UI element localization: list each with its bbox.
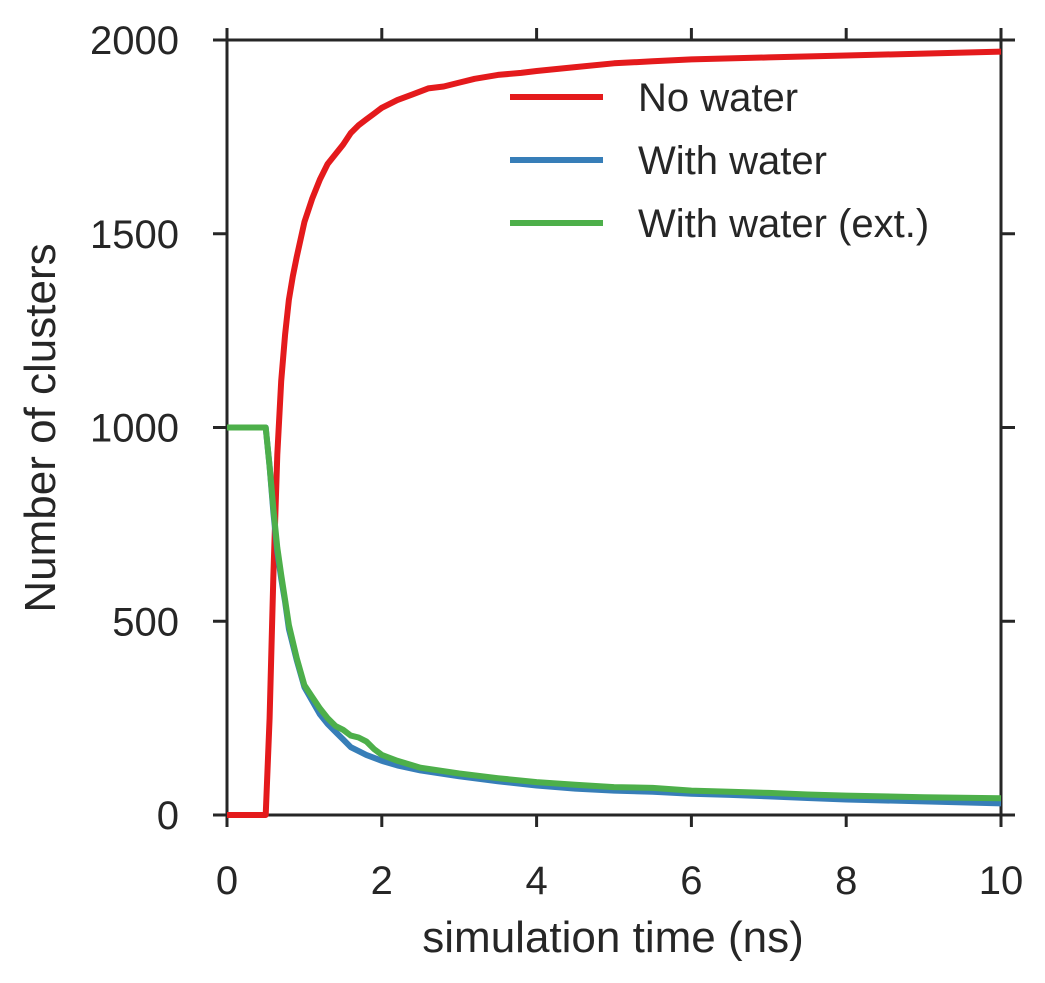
series-lines — [227, 48, 1002, 818]
legend-label-no-water: No water — [638, 76, 798, 120]
x-tick-label: 6 — [680, 859, 702, 903]
y-axis-ticks: 0 500 1000 1500 2000 — [90, 19, 1015, 838]
series-line-with-water — [227, 424, 1002, 807]
x-tick-label: 2 — [371, 859, 393, 903]
x-tick-label: 0 — [216, 859, 238, 903]
legend-label-with-water-ext: With water (ext.) — [638, 202, 929, 246]
series-line-no-water — [227, 48, 1002, 818]
plot-frame — [225, 38, 1003, 817]
x-tick-label: 8 — [835, 859, 857, 903]
legend: No water With water With water (ext.) — [510, 76, 929, 246]
x-axis-label: simulation time (ns) — [422, 913, 803, 962]
y-axis-label: Number of clusters — [16, 243, 65, 612]
y-tick-label: 1000 — [90, 407, 179, 451]
y-tick-label: 0 — [157, 794, 179, 838]
y-tick-label: 1500 — [90, 213, 179, 257]
y-tick-label: 2000 — [90, 19, 179, 63]
legend-label-with-water: With water — [638, 139, 827, 183]
x-axis-ticks: 0 2 4 6 8 10 — [216, 28, 1023, 903]
y-tick-label: 500 — [112, 600, 179, 644]
x-tick-label: 4 — [525, 859, 547, 903]
series-line-with-water-ext — [227, 424, 1002, 802]
x-tick-label: 10 — [979, 859, 1024, 903]
plot-border — [225, 38, 1003, 817]
